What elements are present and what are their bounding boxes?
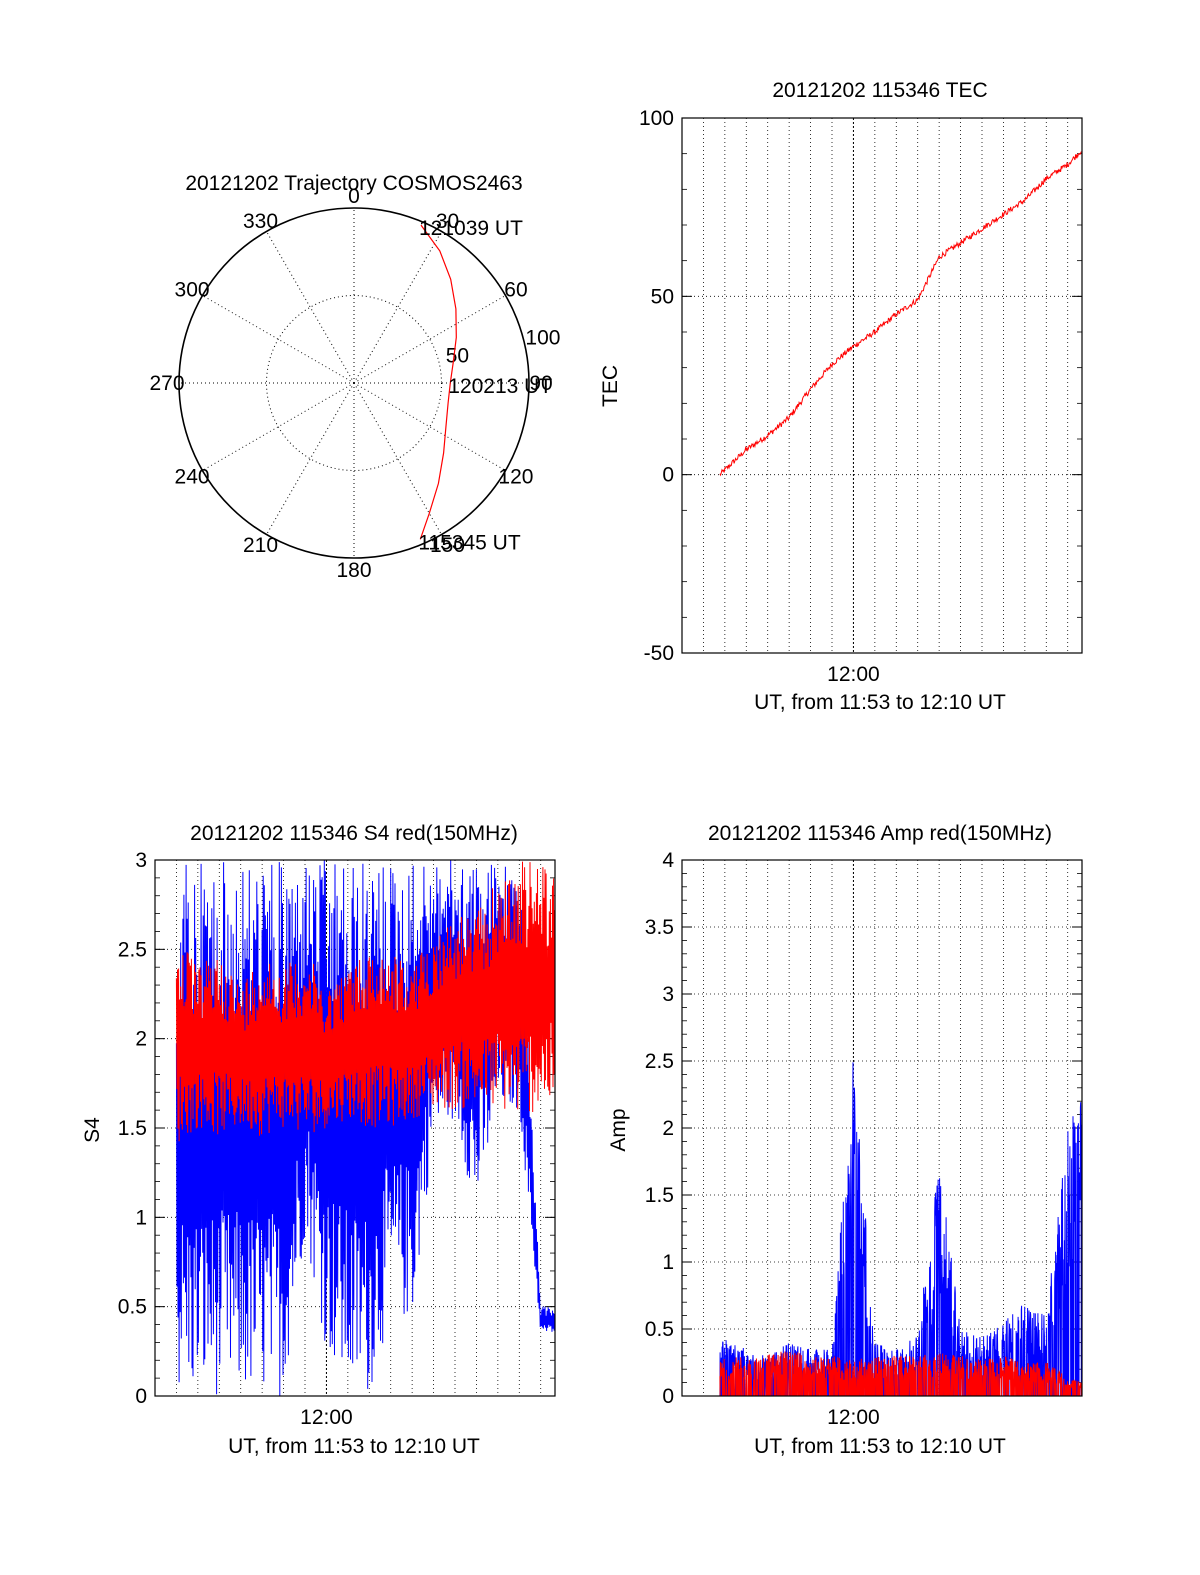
amp-xlabel: UT, from 11:53 to 12:10 UT: [754, 1435, 1006, 1458]
polar-angle-label: 180: [336, 559, 371, 582]
y-tick-label: 1: [662, 1251, 674, 1274]
y-tick-label: 0.5: [645, 1318, 674, 1341]
polar-radius-ring: [266, 295, 442, 471]
s4-y-tick-labels: 0 0.5 1 1.5 2 2.5 3: [118, 849, 147, 1408]
polar-angle-label: 120: [498, 466, 533, 489]
x-tick-label: 12:00: [300, 1406, 353, 1429]
amp-panel: 20121202 115346 Amp red(150MHz) 0 0.5 1 1.5…: [607, 822, 1083, 1458]
amp-line-blue: [719, 1062, 1083, 1397]
polar-angle-labels: 0 30 60 90 120 150 180 210 240 270 300 330: [149, 185, 552, 582]
trajectory-time-label: 121039 UT: [419, 217, 523, 240]
polar-angle-label: 330: [243, 210, 278, 233]
y-tick-label: 0.5: [118, 1296, 147, 1319]
y-tick-label: 4: [662, 849, 674, 872]
s4-plot-frame: [154, 859, 556, 1397]
trajectory-panel: 20121202 Trajectory COSMOS2463 030609012…: [149, 172, 560, 582]
y-tick-label: 2: [135, 1028, 147, 1051]
tec-series: [719, 151, 1082, 477]
x-tick-label: 12:00: [827, 1406, 880, 1429]
tec-panel: 20121202 115346 TEC -50 0 50 100 12:00 UT, …: [599, 79, 1083, 714]
y-tick-label: 3.5: [645, 916, 674, 939]
s4-line-red: [175, 861, 556, 1142]
y-tick-label: 1: [135, 1206, 147, 1229]
s4-panel: 20121202 115346 S4 red(150MHz) 0 0.5 1 1.5 2…: [81, 822, 556, 1458]
polar-angle-label: 150: [430, 534, 465, 557]
y-tick-label: 0: [135, 1385, 147, 1408]
x-tick-label: 12:00: [827, 663, 880, 686]
s4-x-tick-labels: 12:00: [300, 1406, 353, 1429]
amp-y-tick-labels: 0 0.5 1 1.5 2 2.5 3 3.5 4: [645, 849, 675, 1408]
y-tick-label: 1.5: [118, 1117, 147, 1140]
y-tick-label: 100: [639, 107, 674, 130]
polar-angle-label: 240: [175, 466, 210, 489]
tec-y-tick-labels: -50 0 50 100: [639, 107, 674, 665]
s4-line-blue: [175, 860, 556, 1396]
y-tick-label: 1.5: [645, 1184, 674, 1207]
s4-ylabel: S4: [81, 1117, 104, 1143]
y-tick-label: 2.5: [645, 1050, 674, 1073]
y-tick-label: -50: [644, 642, 674, 665]
y-tick-label: 2.5: [118, 938, 147, 961]
polar-radius-label: 100: [525, 327, 560, 350]
tec-plot-frame: [681, 117, 1083, 654]
y-tick-label: 50: [651, 285, 674, 308]
amp-title: 20121202 115346 Amp red(150MHz): [708, 822, 1052, 845]
amp-plot-frame: [681, 859, 1083, 1397]
s4-title: 20121202 115346 S4 red(150MHz): [190, 822, 518, 845]
tec-line: [719, 151, 1082, 477]
polar-angle-label: 300: [175, 279, 210, 302]
polar-angle-label: 270: [149, 372, 184, 395]
polar-spoke: [266, 382, 355, 535]
polar-angle-label: 90: [529, 372, 552, 395]
y-tick-label: 3: [135, 849, 147, 872]
y-tick-label: 0: [662, 1385, 674, 1408]
tec-xlabel: UT, from 11:53 to 12:10 UT: [754, 691, 1006, 714]
amp-ylabel: Amp: [607, 1108, 630, 1151]
amp-series: [719, 1062, 1083, 1397]
amp-x-tick-labels: 12:00: [827, 1406, 880, 1429]
trajectory-annotations: 121039 UT 120213 UT 115345 UT: [418, 217, 552, 554]
polar-spoke: [353, 382, 442, 535]
polar-angle-label: 0: [348, 185, 360, 208]
polar-angle-label: 30: [436, 210, 459, 233]
tec-grid: [681, 117, 1082, 654]
polar-outer-circle: [178, 207, 530, 559]
trajectory-time-label: 120213 UT: [448, 375, 552, 398]
polar-radius-labels: 50 100: [446, 327, 561, 368]
polar-angle-label: 60: [504, 279, 527, 302]
polar-radius-label: 50: [446, 345, 469, 368]
polar-grid: [178, 207, 530, 559]
trajectory-series: [419, 224, 457, 540]
trajectory-title: 20121202 Trajectory COSMOS2463: [185, 172, 522, 195]
polar-angle-label: 210: [243, 534, 278, 557]
trajectory-time-label: 115345 UT: [418, 531, 521, 554]
polar-spoke: [353, 295, 506, 384]
s4-xlabel: UT, from 11:53 to 12:10 UT: [228, 1435, 480, 1458]
tec-x-tick-labels: 12:00: [827, 663, 880, 686]
y-tick-label: 3: [662, 983, 674, 1006]
tec-title: 20121202 115346 TEC: [772, 79, 987, 102]
s4-series: [175, 860, 556, 1396]
polar-spoke: [353, 231, 442, 384]
tec-ylabel: TEC: [599, 365, 622, 407]
trajectory-line: [419, 224, 457, 540]
y-tick-label: 0: [662, 464, 674, 487]
polar-spoke: [266, 231, 355, 384]
y-tick-label: 2: [662, 1117, 674, 1140]
